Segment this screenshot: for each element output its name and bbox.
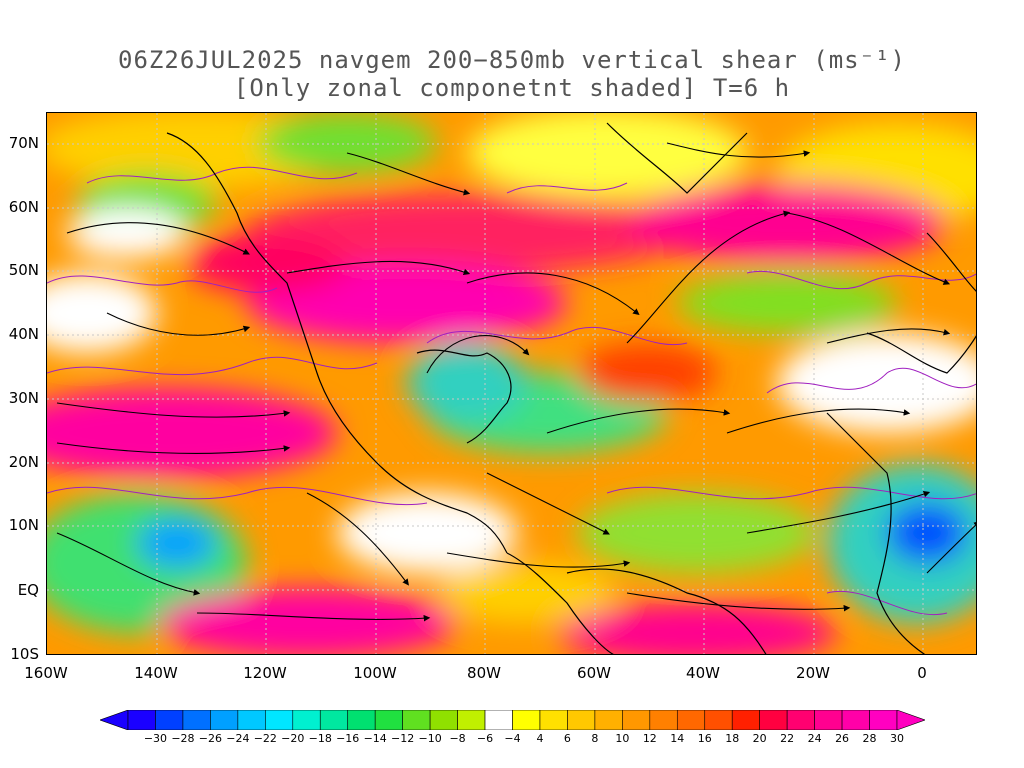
colorbar-swatch: [292, 710, 321, 730]
colorbar-label: −6: [476, 732, 494, 745]
lat-label-20n: 20N: [8, 453, 39, 471]
colorbar-label: 10: [615, 732, 630, 745]
colorbar-swatch: [869, 710, 898, 730]
colorbar-swatch: [649, 710, 678, 730]
colorbar-label: 16: [697, 732, 712, 745]
colorbar-swatch: [127, 710, 156, 730]
lat-label-70n: 70N: [8, 134, 39, 152]
colorbar: [100, 710, 925, 730]
colorbar-label: 20: [752, 732, 767, 745]
map-title-line-2: [Only zonal componetnt shaded] T=6 h: [233, 74, 791, 102]
lon-label-140w: 140W: [134, 664, 178, 682]
map-title-line-1: 06Z26JUL2025 navgem 200−850mb vertical s…: [118, 46, 906, 74]
colorbar-swatch: [567, 710, 596, 730]
colorbar-label: −18: [308, 732, 332, 745]
shear-map: [46, 112, 977, 655]
colorbar-label: −28: [171, 732, 195, 745]
colorbar-swatch: [402, 710, 431, 730]
lat-label-60n: 60N: [8, 198, 39, 216]
colorbar-left-tip: [100, 710, 129, 730]
colorbar-label: −22: [253, 732, 277, 745]
colorbar-swatch: [429, 710, 458, 730]
colorbar-swatch: [512, 710, 541, 730]
colorbar-label: 28: [862, 732, 877, 745]
lat-label-50n: 50N: [8, 261, 39, 279]
colorbar-swatch: [155, 710, 184, 730]
colorbar-swatch: [539, 710, 568, 730]
colorbar-right-tip: [896, 710, 925, 730]
colorbar-swatch: [210, 710, 239, 730]
colorbar-swatch: [814, 710, 843, 730]
wind-streamlines: [56, 142, 976, 622]
colorbar-swatch: [841, 710, 870, 730]
colorbar-swatch: [622, 710, 651, 730]
lon-label-80w: 80W: [467, 664, 501, 682]
colorbar-label: 8: [591, 732, 599, 745]
colorbar-swatch: [759, 710, 788, 730]
colorbar-swatch: [237, 710, 266, 730]
colorbar-label: −24: [226, 732, 250, 745]
colorbar-label: 24: [807, 732, 822, 745]
colorbar-label: −12: [391, 732, 415, 745]
colorbar-label: −10: [418, 732, 442, 745]
colorbar-label: 4: [536, 732, 544, 745]
colorbar-label: 6: [563, 732, 571, 745]
lon-label-160w: 160W: [24, 664, 68, 682]
colorbar-label: −8: [449, 732, 466, 745]
colorbar-label: 22: [780, 732, 795, 745]
colorbar-swatch: [374, 710, 403, 730]
lon-label-0: 0: [917, 664, 927, 682]
colorbar-label: −4: [504, 732, 521, 745]
colorbar-label: 14: [670, 732, 685, 745]
colorbar-label: −16: [336, 732, 360, 745]
shear-shading: [47, 113, 976, 654]
colorbar-swatch: [731, 710, 760, 730]
colorbar-swatch: [594, 710, 623, 730]
lon-label-60w: 60W: [577, 664, 611, 682]
colorbar-swatch: [704, 710, 733, 730]
colorbar-label: 18: [725, 732, 740, 745]
colorbar-label: 12: [642, 732, 657, 745]
lon-label-100w: 100W: [353, 664, 397, 682]
colorbar-swatch: [786, 710, 815, 730]
colorbar-swatch: [319, 710, 349, 730]
colorbar-label: −30: [143, 732, 168, 745]
colorbar-label: 26: [835, 732, 850, 745]
colorbar-swatch: [676, 710, 706, 730]
colorbar-swatch: [265, 710, 294, 730]
colorbar-label: −14: [363, 732, 387, 745]
coastlines: [166, 122, 976, 654]
colorbar-label: −26: [198, 732, 222, 745]
lat-label-40n: 40N: [8, 325, 39, 343]
colorbar-swatch: [484, 710, 513, 730]
lat-label-10n: 10N: [8, 516, 39, 534]
colorbar-swatch: [182, 710, 211, 730]
lat-label-30n: 30N: [8, 389, 39, 407]
lat-label-10s: 10S: [10, 645, 39, 663]
shear-contours: [47, 166, 976, 616]
lat-label-eq: EQ: [17, 581, 39, 599]
lon-label-20w: 20W: [796, 664, 830, 682]
colorbar-swatch: [347, 710, 376, 730]
shear-map-canvas: [47, 113, 976, 654]
lon-label-120w: 120W: [243, 664, 287, 682]
colorbar-swatch: [457, 710, 486, 730]
lon-label-40w: 40W: [686, 664, 720, 682]
colorbar-label: −20: [281, 732, 305, 745]
colorbar-label: 30: [890, 732, 904, 745]
